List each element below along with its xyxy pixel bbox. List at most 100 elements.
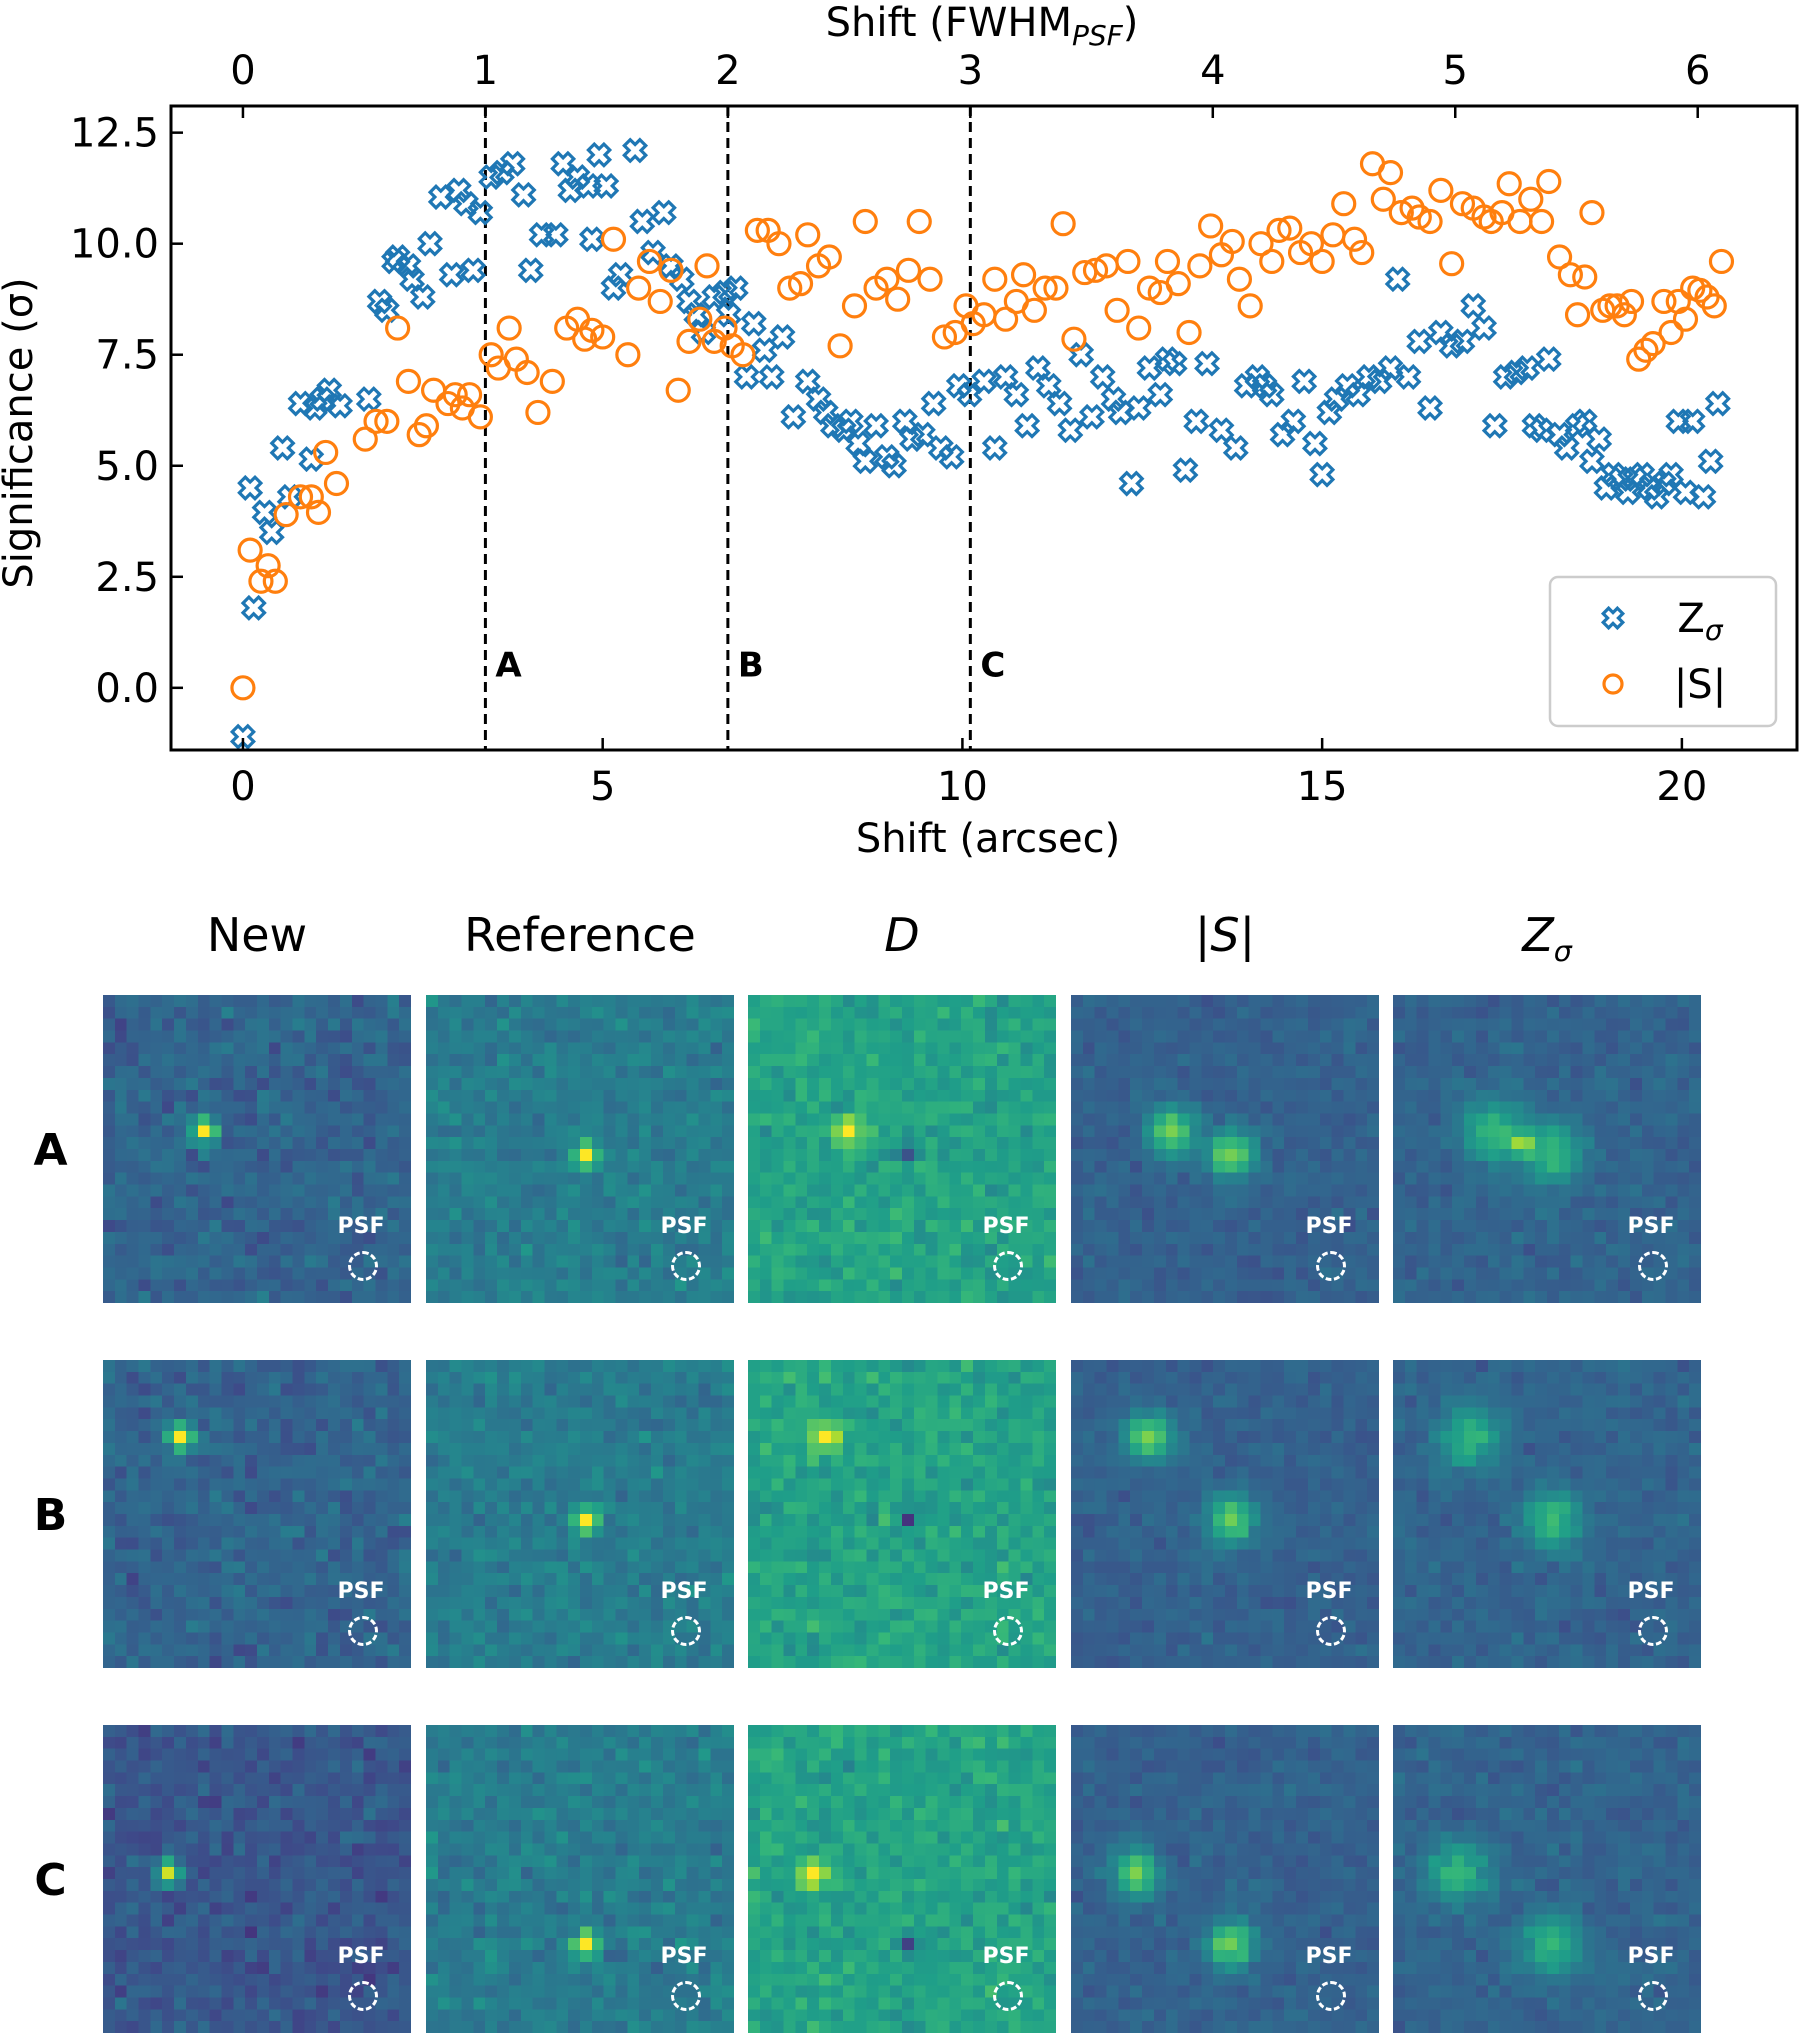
data-point: [1187, 253, 1213, 279]
psf-circle-icon: [671, 1981, 701, 2011]
data-point: [1126, 315, 1152, 341]
data-point: [1553, 435, 1580, 461]
data-point: [1046, 390, 1073, 417]
data-point: [355, 386, 382, 413]
data-point: [327, 392, 354, 419]
data-point: [1507, 208, 1533, 235]
data-point: [1366, 368, 1393, 395]
data-point: [1349, 239, 1375, 266]
data-point: [1370, 186, 1396, 212]
data-point: [237, 537, 263, 563]
psf-circle-icon: [1316, 1981, 1346, 2011]
row-label-b: B: [33, 1490, 68, 1541]
row-label-c: C: [34, 1855, 67, 1906]
data-point: [1377, 160, 1404, 186]
data-point: [467, 404, 493, 430]
data-point: [1579, 199, 1605, 226]
data-point: [600, 275, 627, 302]
data-point: [230, 675, 256, 701]
y-tick-label: 0.0: [95, 666, 159, 712]
data-point: [255, 553, 281, 579]
data-point: [1298, 231, 1324, 257]
data-point: [305, 499, 332, 525]
data-point: [622, 137, 649, 164]
y-tick-label: 2.5: [95, 555, 159, 601]
column-title-z: Zσ: [1522, 908, 1572, 969]
significance-scatter-chart: A B C 0 5 10 15 20 0.0 2.5 5.0 7.5 10.0 12.5 0 1 2 3 4 5 6 Sh…: [0, 0, 1799, 862]
psf-circle-icon: [348, 1251, 378, 1281]
psf-label: PSF: [337, 1579, 385, 1604]
data-point: [1571, 408, 1598, 435]
top-x-tick-label: 2: [715, 48, 740, 94]
data-point: [1024, 355, 1051, 382]
data-point: [712, 279, 738, 306]
data-point: [1427, 319, 1454, 346]
data-point: [539, 368, 565, 394]
image-panel-c-abs-s: PSF: [1071, 1725, 1379, 2033]
data-point: [668, 266, 695, 293]
data-point: [1578, 448, 1605, 475]
data-point: [777, 275, 803, 301]
top-x-tick-label: 1: [473, 48, 498, 94]
data-point: [438, 261, 465, 288]
data-point: [374, 408, 400, 434]
image-panel-a-d: PSF: [748, 995, 1056, 1303]
data-point: [510, 181, 537, 208]
data-point: [273, 502, 299, 528]
data-point: [385, 315, 411, 341]
data-point: [676, 328, 702, 354]
data-point: [287, 484, 314, 510]
data-point: [1219, 228, 1245, 255]
data-point: [467, 199, 494, 226]
x-tick-label: 10: [937, 764, 988, 810]
data-point: [845, 430, 872, 457]
vline-label-A: A: [495, 646, 522, 686]
data-point: [1607, 466, 1634, 493]
data-point: [1269, 421, 1296, 448]
data-point: [1014, 412, 1041, 439]
data-point: [812, 399, 839, 426]
image-panel-b-new: PSF: [103, 1360, 411, 1668]
column-title-reference: Reference: [464, 908, 696, 962]
psf-circle-icon: [1638, 1616, 1668, 1646]
top-x-tick-label: 3: [958, 48, 983, 94]
psf-label: PSF: [1305, 1944, 1353, 1969]
x-tick-label: 15: [1297, 764, 1348, 810]
psf-circle-icon: [671, 1251, 701, 1281]
data-point: [251, 499, 278, 526]
data-point: [478, 342, 504, 368]
data-point: [1341, 226, 1368, 252]
data-point: [1154, 248, 1181, 275]
image-panel-c-reference: PSF: [426, 1725, 734, 2033]
data-point: [992, 363, 1019, 390]
psf-label: PSF: [660, 1944, 708, 1969]
top-x-axis-label: Shift (FWHMPSF): [826, 0, 1139, 52]
data-point: [885, 286, 911, 312]
data-point: [1417, 208, 1443, 235]
psf-circle-icon: [348, 1981, 378, 2011]
data-point: [1438, 332, 1465, 359]
data-point: [615, 342, 641, 368]
data-point: [722, 275, 749, 302]
data-point: [1406, 328, 1433, 355]
data-point: [1406, 204, 1432, 230]
psf-circle-icon: [348, 1616, 378, 1646]
data-point: [456, 382, 483, 408]
data-point: [1704, 390, 1731, 417]
data-point: [1564, 412, 1591, 439]
image-panel-c-z-sigma: PSF: [1393, 1725, 1701, 2033]
data-point: [1259, 248, 1285, 275]
data-point: [694, 253, 720, 279]
data-point: [313, 439, 339, 466]
data-point: [1258, 381, 1285, 408]
data-point: [1586, 426, 1613, 453]
data-point: [1194, 350, 1221, 377]
data-point: [1068, 341, 1095, 368]
data-point: [1640, 331, 1666, 357]
data-point: [787, 271, 814, 297]
data-point: [237, 474, 264, 501]
data-point: [1611, 302, 1637, 328]
data-point: [528, 221, 555, 248]
psf-circle-icon: [993, 1981, 1023, 2011]
data-point: [298, 484, 324, 510]
